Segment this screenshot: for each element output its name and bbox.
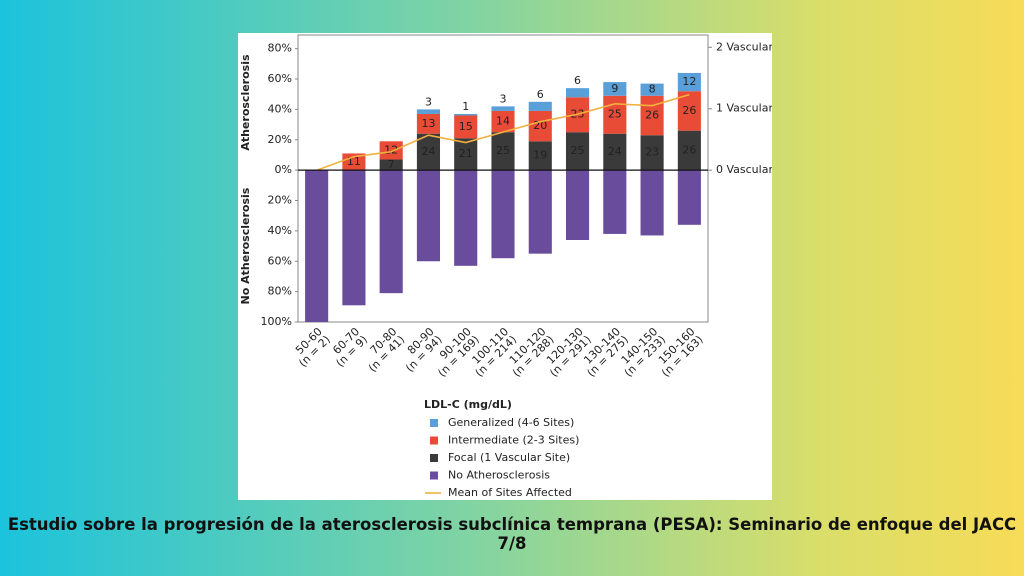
y-tick-label: 0% (275, 163, 292, 176)
bar-segment (454, 170, 478, 266)
caption: Estudio sobre la progresión de la ateros… (7, 515, 1017, 553)
bar-segment (416, 170, 441, 262)
bar-segment (416, 109, 441, 114)
bar-segment (491, 110, 515, 133)
legend-swatch (430, 419, 438, 427)
y-tick-label: 20% (268, 194, 292, 207)
data-label: 25 (608, 108, 622, 121)
y-tick-label: 100% (261, 315, 292, 328)
data-label: 26 (682, 143, 696, 156)
y-axis-label-bottom: No Atherosclerosis (239, 187, 252, 304)
bar-segment (528, 101, 552, 111)
data-label: 23 (645, 146, 659, 159)
bar-segment (342, 153, 366, 171)
y-tick-label: 20% (268, 133, 292, 146)
y-tick-label: 80% (268, 42, 292, 55)
bar-segment (565, 170, 590, 240)
bar-segment (305, 170, 329, 322)
y-axis-label-top: Atherosclerosis (239, 54, 252, 151)
y2-tick-label: 0 Vascular sites (716, 163, 772, 176)
data-label: 3 (500, 92, 507, 105)
bar-segment (379, 159, 403, 171)
y2-tick-label: 2 Vascular sites (716, 40, 772, 53)
mean-line (316, 93, 690, 171)
bar-segment (603, 133, 627, 171)
data-label: 6 (537, 88, 544, 101)
data-label: 25 (571, 144, 585, 157)
y-tick-label: 80% (268, 285, 292, 298)
plot-frame (297, 34, 709, 323)
data-label: 6 (574, 74, 581, 87)
bar-segment (491, 132, 515, 171)
data-label: 12 (682, 75, 696, 88)
bar-segment (677, 91, 701, 131)
legend-label: Intermediate (2-3 Sites) (448, 434, 579, 447)
data-label: 1 (462, 100, 469, 113)
legend-swatch (430, 436, 438, 445)
bar-segment (416, 113, 441, 134)
bar-segment (491, 106, 515, 111)
data-label: 14 (496, 115, 510, 128)
data-label: 26 (645, 108, 659, 121)
data-label: 25 (496, 144, 510, 157)
chart: 80% 60% 40% 20% 0% 20% 40% 60% 80% 100% 0 Vascular… (239, 34, 802, 499)
y-tick-label: 40% (268, 224, 292, 237)
bar-segment (528, 141, 552, 171)
y2-tick-label: 1 Vascular site (716, 102, 772, 115)
data-label: 24 (421, 145, 435, 158)
data-label: 13 (421, 117, 435, 130)
data-label: 7 (388, 158, 395, 171)
y-tick-label: 40% (268, 102, 292, 115)
data-label: 26 (682, 104, 696, 117)
bar-segment (640, 170, 664, 236)
bar-segment (603, 82, 627, 96)
y-tick-label: 60% (268, 254, 292, 267)
bar-segment (565, 88, 590, 98)
y-tick-label: 60% (268, 72, 292, 85)
bar-segment (677, 72, 701, 92)
bar-segment (416, 133, 441, 171)
bar-segment (491, 170, 515, 259)
bar-segment (640, 135, 664, 171)
data-label: 15 (459, 120, 473, 133)
data-label: 12 (384, 143, 398, 156)
legend-label: Focal (1 Vascular Site) (448, 451, 570, 464)
data-label: 24 (608, 145, 622, 158)
bar-segment (677, 170, 701, 225)
data-label: 21 (459, 147, 473, 160)
legend-swatch (430, 454, 438, 462)
data-label: 9 (611, 82, 618, 95)
legend-swatch (430, 471, 438, 480)
bar-segment (454, 113, 478, 116)
bar-segment (603, 170, 627, 234)
legend-label: No Atherosclerosis (448, 469, 550, 482)
data-label: 3 (425, 95, 432, 108)
bar-segment (454, 115, 478, 139)
bar-segment (565, 132, 590, 171)
legend-label: Mean of Sites Affected (448, 486, 572, 499)
bar-segment (677, 130, 701, 171)
figure-panel: 80% 60% 40% 20% 0% 20% 40% 60% 80% 100% 0 Vascular… (238, 33, 802, 500)
legend-label: Generalized (4-6 Sites) (448, 416, 574, 429)
bar-segment (454, 138, 478, 171)
bar-segment (528, 170, 552, 254)
bar-segment (640, 83, 664, 96)
x-axis-label: LDL-C (mg/dL) (424, 398, 512, 411)
bar-segment (342, 170, 366, 306)
data-label: 19 (533, 149, 547, 162)
bar-segment (528, 110, 552, 142)
data-label: 8 (649, 83, 656, 96)
bar-segment (379, 170, 403, 294)
bar-segment (379, 141, 403, 160)
